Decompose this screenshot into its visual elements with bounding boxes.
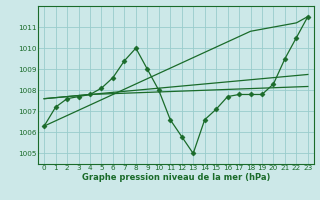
X-axis label: Graphe pression niveau de la mer (hPa): Graphe pression niveau de la mer (hPa) [82,173,270,182]
